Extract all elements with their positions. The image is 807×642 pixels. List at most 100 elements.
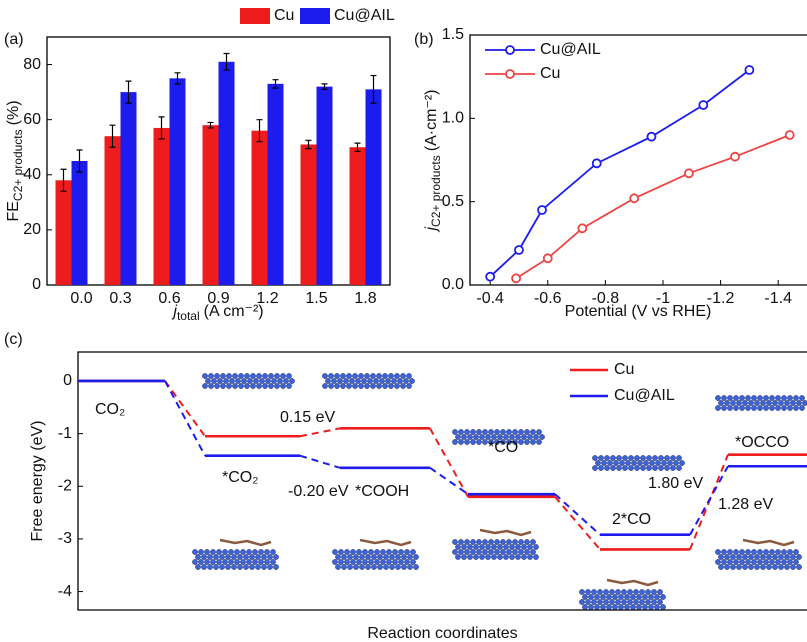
atom (793, 549, 798, 554)
atom (748, 400, 753, 405)
atom (660, 604, 665, 609)
atom (335, 564, 340, 569)
atom (210, 559, 215, 564)
atom (355, 378, 360, 383)
atom (485, 554, 490, 559)
atom (736, 554, 741, 559)
atom (733, 559, 738, 564)
atom (613, 460, 618, 465)
atom (338, 559, 343, 564)
atom (591, 599, 596, 604)
axis-title-unit: (A cm⁻²) (204, 303, 264, 320)
atom (763, 559, 768, 564)
atom (225, 564, 230, 569)
atom (603, 589, 608, 594)
atom (237, 564, 242, 569)
atom (733, 405, 738, 410)
atom (748, 564, 753, 569)
atom (223, 378, 228, 383)
atom (793, 559, 798, 564)
legend-marker (506, 70, 514, 78)
atom (264, 549, 269, 554)
atom (373, 378, 378, 383)
atom (718, 564, 723, 569)
atom (380, 549, 385, 554)
atom (340, 373, 345, 378)
atom (476, 429, 481, 434)
atom (524, 429, 529, 434)
atom (258, 549, 263, 554)
atom (391, 378, 396, 383)
connector (300, 456, 340, 468)
atom (715, 549, 720, 554)
atom (353, 564, 358, 569)
atom (455, 434, 460, 439)
atom (509, 554, 514, 559)
atom (226, 383, 231, 388)
atom (247, 378, 252, 383)
atom (213, 564, 218, 569)
atom (346, 383, 351, 388)
atom (679, 460, 684, 465)
axis-title: jtotal(A cm⁻²) (171, 303, 263, 323)
legend-label: Cu@AIL (614, 387, 675, 404)
atom (332, 549, 337, 554)
atom (371, 564, 376, 569)
atom (382, 383, 387, 388)
atom (238, 383, 243, 388)
atom (521, 544, 526, 549)
atom (464, 429, 469, 434)
atom (603, 599, 608, 604)
atom (388, 373, 393, 378)
atom (362, 549, 367, 554)
atom (618, 604, 623, 609)
atom (793, 405, 798, 410)
atom (592, 455, 597, 460)
atom (721, 559, 726, 564)
atom (232, 373, 237, 378)
atom (404, 549, 409, 554)
atom (796, 400, 801, 405)
atom (766, 564, 771, 569)
atom (217, 378, 222, 383)
atom (240, 559, 245, 564)
atom (721, 549, 726, 554)
atom (775, 395, 780, 400)
atom (488, 429, 493, 434)
y-tick-label: 0 (32, 276, 41, 293)
y-tick-label: 0.5 (442, 193, 464, 210)
molecule (480, 530, 531, 535)
atom (582, 594, 587, 599)
atom (730, 564, 735, 569)
atom (628, 455, 633, 460)
atom (267, 564, 272, 569)
bar (105, 136, 121, 285)
atom (382, 373, 387, 378)
atom (464, 549, 469, 554)
connector (165, 381, 205, 456)
point (486, 273, 494, 281)
atom (609, 589, 614, 594)
atom (256, 373, 261, 378)
atom (751, 405, 756, 410)
atom (359, 564, 364, 569)
atom (633, 589, 638, 594)
atom (763, 395, 768, 400)
point (544, 254, 552, 262)
molecule (360, 540, 411, 545)
atom (616, 465, 621, 470)
atom (757, 395, 762, 400)
atom (628, 465, 633, 470)
atom (346, 373, 351, 378)
atom (404, 559, 409, 564)
atom (341, 564, 346, 569)
atom (262, 373, 267, 378)
bar (72, 161, 88, 285)
atom (652, 455, 657, 460)
atom (757, 405, 762, 410)
atom (751, 395, 756, 400)
atom (661, 460, 666, 465)
legend-swatch (300, 8, 330, 24)
atom (739, 405, 744, 410)
atom (625, 460, 630, 465)
